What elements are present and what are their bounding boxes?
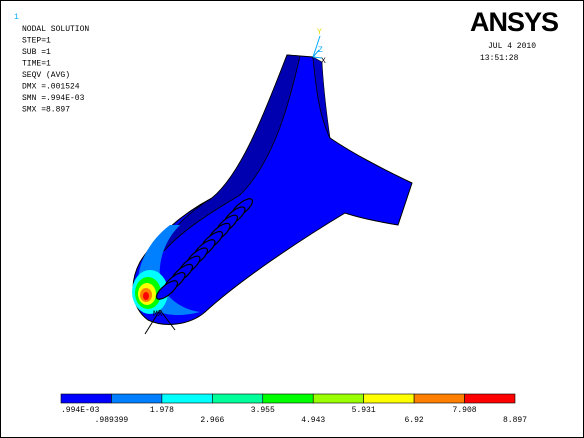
axis-label: Z: [318, 46, 323, 55]
legend-band: [363, 393, 415, 404]
legend: .994E-03.989399 1.978 2.966 3.955 4.943 5.931…: [60, 393, 527, 425]
legend-band: [212, 393, 264, 404]
legend-label: .994E-03: [61, 406, 100, 415]
marker-lines: [144, 309, 176, 335]
info-block: NODAL SOLUTION STEP=1 SUB =1 TIME=1 SEQV (AV…: [22, 25, 89, 115]
legend-label: 4.943: [301, 416, 325, 425]
legend-label: 8.897: [503, 416, 527, 425]
model: MX: [132, 54, 413, 335]
info-line: NODAL SOLUTION: [22, 25, 89, 34]
legend-label: 7.908: [453, 406, 477, 415]
info-line: SUB =1: [22, 48, 51, 57]
legend-label: 6.92: [405, 416, 424, 425]
axis-label: Y: [317, 28, 322, 37]
marker: MX: [153, 310, 163, 319]
legend-band: [60, 393, 112, 404]
date: JUL 4 2010: [488, 42, 536, 51]
legend-label: 2.966: [200, 416, 224, 425]
window-number: 1: [14, 13, 19, 22]
legend-band: [413, 393, 465, 404]
legend-label: 1.978: [150, 406, 174, 415]
threads: [155, 198, 254, 300]
axis-z: [312, 49, 320, 58]
time: 13:51:28: [480, 54, 519, 63]
edge-face: [312, 56, 331, 139]
legend-label: 3.955: [251, 406, 275, 415]
triad: Y Z X: [312, 28, 326, 66]
thread-turn: [155, 280, 179, 300]
legend-band: [312, 393, 364, 404]
logo: ANSYS: [470, 7, 558, 37]
info-line: TIME=1: [22, 60, 51, 69]
axis-y: [312, 35, 321, 58]
legend-label: .989399: [95, 416, 129, 425]
axis-x: [312, 56, 323, 59]
legend-band: [161, 393, 213, 404]
legend-band: [111, 393, 163, 404]
info-line: STEP=1: [22, 37, 51, 46]
legend-label: 5.931: [352, 406, 376, 415]
info-line: SMX =8.897: [22, 106, 70, 115]
info-line: DMX =.001524: [22, 83, 80, 92]
info-line: SMN =.994E-03: [22, 94, 85, 103]
stress-zone: [143, 292, 149, 300]
info-line: SEQV (AVG): [22, 71, 70, 80]
legend-band: [464, 393, 516, 404]
axis-label: X: [321, 57, 326, 66]
legend-band: [262, 393, 314, 404]
